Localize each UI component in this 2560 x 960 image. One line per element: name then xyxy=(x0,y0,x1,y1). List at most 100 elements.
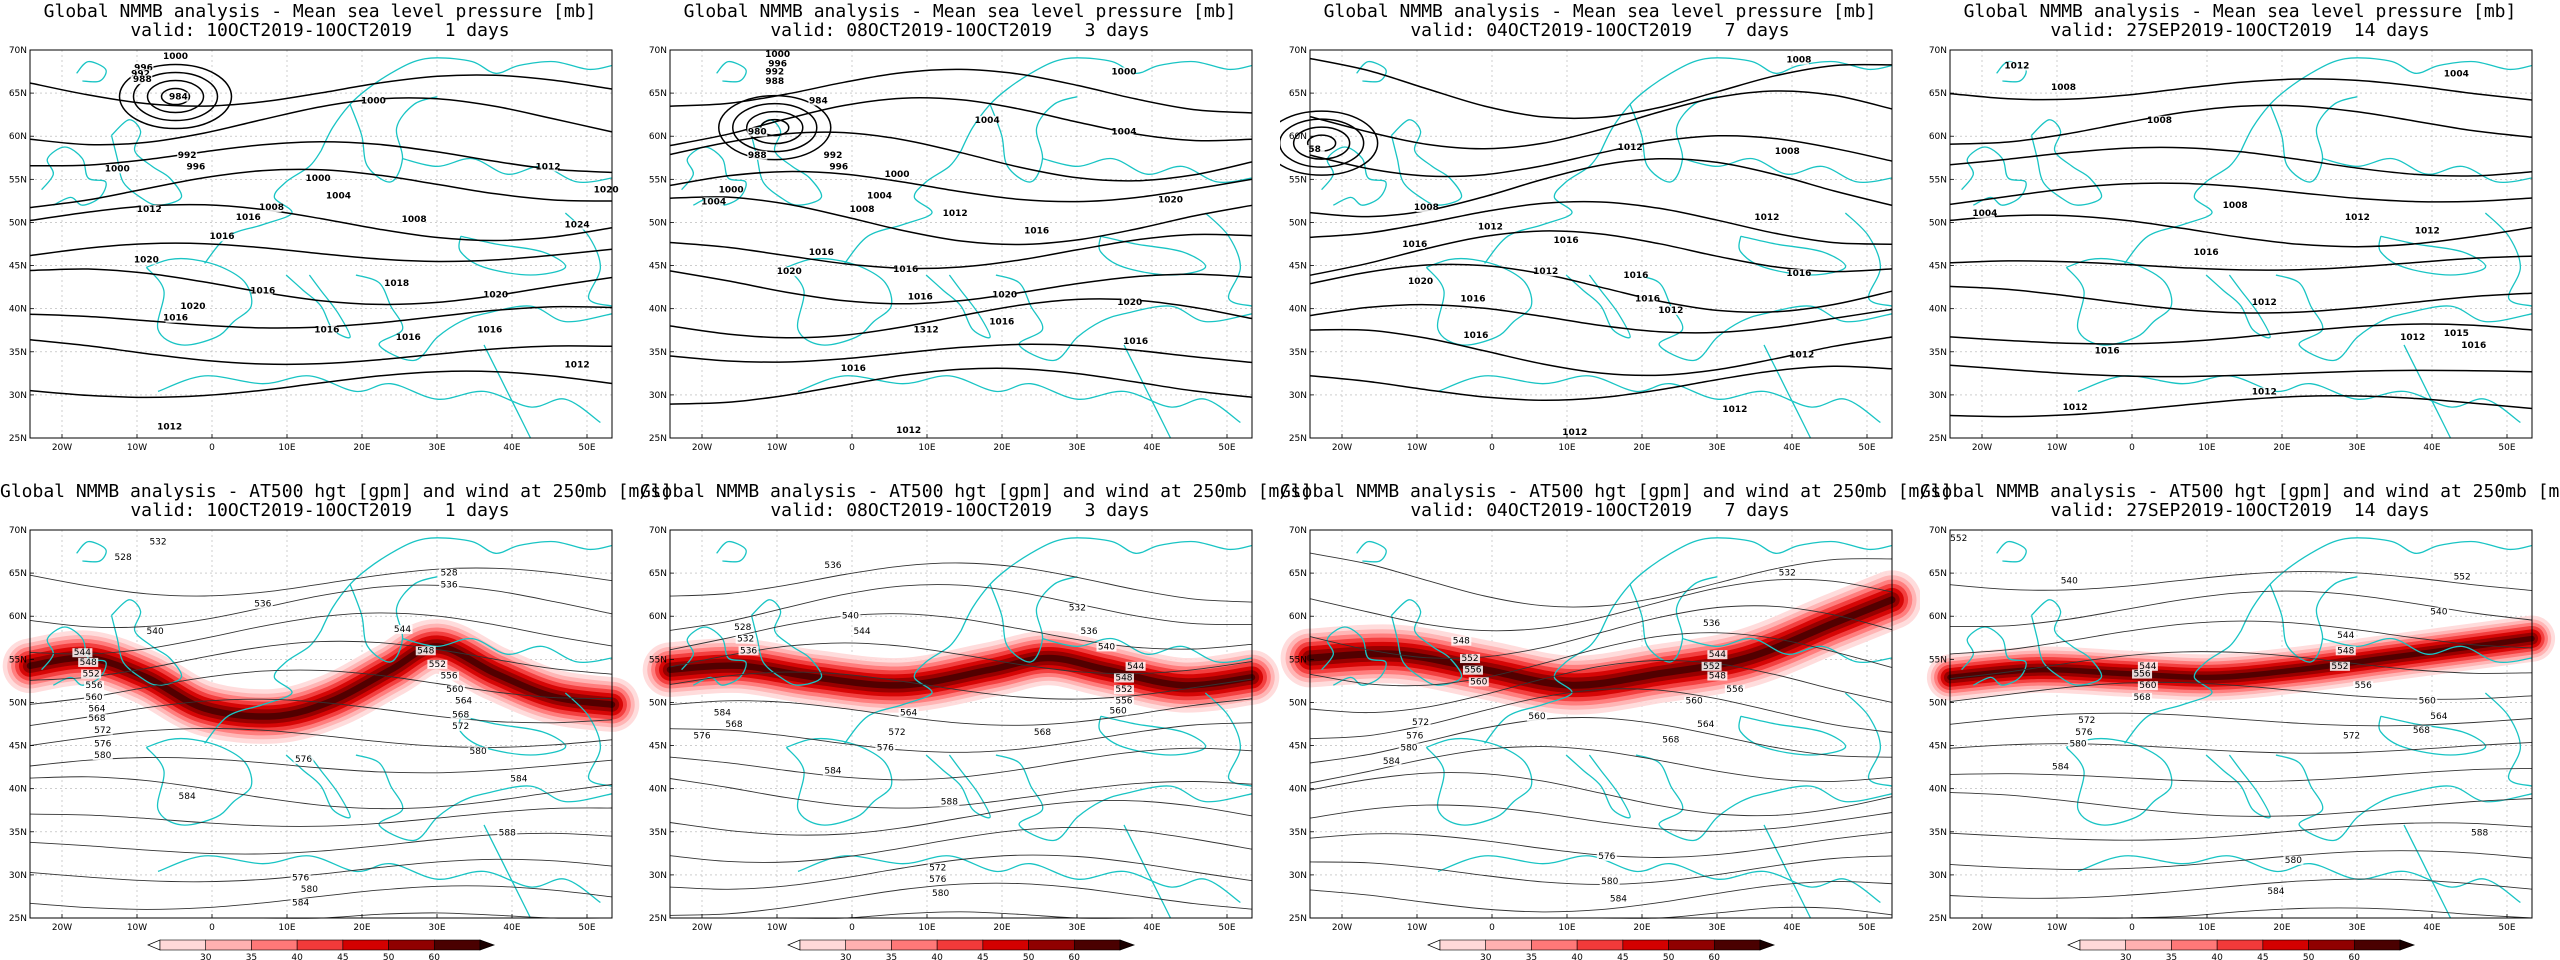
contour-label-bg xyxy=(1067,603,1088,613)
height-contour xyxy=(29,885,613,910)
contour-label-bg xyxy=(567,360,588,370)
isobar xyxy=(1949,364,2533,378)
contour-label-bg xyxy=(252,286,273,296)
contour-label: 540 xyxy=(147,627,164,637)
height-contour xyxy=(1949,791,2533,817)
contour-label: 580 xyxy=(94,751,111,761)
contour-label: 584 xyxy=(292,898,309,908)
lon-tick-label: 10W xyxy=(767,923,787,933)
contour-label-bg xyxy=(1398,743,1419,753)
colorbar-label: 40 xyxy=(931,953,943,960)
height-contour xyxy=(29,727,613,748)
colorbar-swatch xyxy=(1531,939,1578,951)
coastline xyxy=(1484,630,1602,744)
contour-label: 1008 xyxy=(402,215,427,225)
colorbar-left-cap xyxy=(787,939,801,951)
contour-label-bg xyxy=(1160,195,1181,205)
contour-label-bg xyxy=(145,626,166,636)
lat-tick-label: 55N xyxy=(1289,175,1307,185)
contour-label-bg xyxy=(852,205,873,215)
contour-label-bg xyxy=(1108,706,1129,716)
lon-tick-label: 10E xyxy=(2198,923,2215,933)
coastline xyxy=(1763,344,1812,439)
contour-label-bg xyxy=(1526,712,1547,722)
contour-label: 548 xyxy=(80,658,97,668)
colorbar-left-cap xyxy=(1427,939,1441,951)
contour-label: 532 xyxy=(1069,604,1086,614)
contour-label-bg xyxy=(927,863,948,873)
contour-label-bg xyxy=(977,115,998,125)
contour-label-bg xyxy=(537,162,558,172)
contour-label: 544 xyxy=(853,627,870,637)
lat-tick-label: 70N xyxy=(1929,526,1947,536)
lon-tick-label: 50E xyxy=(1218,923,1235,933)
coastline xyxy=(2378,235,2487,276)
lon-tick-label: 50E xyxy=(578,443,595,453)
height-contour xyxy=(1949,822,2533,841)
lon-tick-label: 10W xyxy=(127,923,147,933)
lat-tick-label: 45N xyxy=(1929,262,1947,272)
isobar xyxy=(669,270,1253,305)
lon-tick-label: 20W xyxy=(1972,443,1992,453)
isobar xyxy=(669,233,1253,270)
lat-tick-label: 70N xyxy=(9,46,27,56)
panel-title: Global NMMB analysis - Mean sea level pr… xyxy=(1323,1,1877,22)
lat-tick-label: 25N xyxy=(1929,914,1947,924)
lon-tick-label: 20E xyxy=(1633,443,1650,453)
contour-label: 1012 xyxy=(1533,267,1558,277)
contour-label: 556 xyxy=(1726,685,1743,695)
lat-tick-label: 60N xyxy=(1929,612,1947,622)
lat-tick-label: 35N xyxy=(1289,348,1307,358)
plot-area xyxy=(1310,50,1892,438)
contour-label: 572 xyxy=(929,864,946,874)
contour-label: 560 xyxy=(446,685,463,695)
contour-label-bg xyxy=(2469,828,2490,838)
isobar xyxy=(1949,255,2533,271)
contour-label-bg xyxy=(2347,212,2368,222)
lat-tick-label: 60N xyxy=(9,612,27,622)
contour-label-bg xyxy=(828,162,849,172)
contour-label-bg xyxy=(2329,661,2350,671)
coastline xyxy=(483,344,532,439)
coastline xyxy=(844,150,962,264)
contour-label: 1020 xyxy=(1158,195,1183,205)
contour-label-bg xyxy=(895,265,916,275)
contour-label-bg xyxy=(497,828,518,838)
contour-label-bg xyxy=(852,626,873,636)
contour-label-bg xyxy=(1788,55,1809,65)
contour-label-bg xyxy=(1684,696,1705,706)
contour-label-bg xyxy=(764,67,785,77)
contour-label-bg xyxy=(2006,61,2027,71)
height-contour xyxy=(669,882,1253,916)
isobar xyxy=(29,168,613,209)
contour-label: 584 xyxy=(2052,763,2069,773)
contour-label-bg xyxy=(508,774,529,784)
contour-label: 564 xyxy=(900,708,917,718)
lon-tick-label: 10E xyxy=(1558,443,1575,453)
isobar xyxy=(29,242,613,263)
contour-label-bg xyxy=(1468,677,1489,687)
contour-label-bg xyxy=(2265,886,2286,896)
isobar xyxy=(1309,200,1893,245)
mslp-map-7days: 1008 58 1012 1008 1008 1012 1012 1016 1016 1012 10… xyxy=(1280,46,1893,453)
contour-label-bg xyxy=(453,696,474,706)
coastline xyxy=(995,754,1253,842)
coastline xyxy=(1600,57,1893,152)
colorbar-swatch xyxy=(2125,939,2172,951)
lon-tick-label: 30E xyxy=(1708,443,1725,453)
contour-label: 1008 xyxy=(1414,203,1439,213)
coastline xyxy=(1356,540,1387,563)
lon-tick-label: 40E xyxy=(503,923,520,933)
contour-label-bg xyxy=(1788,269,1809,279)
lat-tick-label: 55N xyxy=(9,175,27,185)
isobar-low xyxy=(732,102,818,153)
height-contour xyxy=(1949,878,2533,899)
contour-label-bg xyxy=(1410,276,1431,286)
contour-label-bg xyxy=(1756,212,1777,222)
contour-label: 560 xyxy=(1528,712,1545,722)
contour-label: 576 xyxy=(1406,732,1423,742)
contour-label-bg xyxy=(450,721,471,731)
height-contour xyxy=(1949,712,2533,727)
contour-label-bg xyxy=(1777,568,1798,578)
